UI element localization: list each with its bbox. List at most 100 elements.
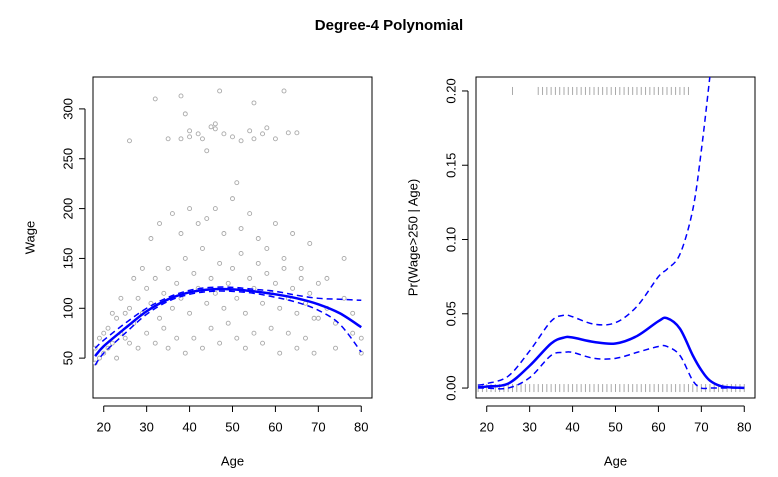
data-point bbox=[212, 126, 218, 132]
data-point bbox=[247, 211, 253, 217]
y-tick-label: 300 bbox=[60, 98, 75, 120]
data-point bbox=[315, 280, 321, 286]
data-point bbox=[165, 345, 171, 351]
data-point bbox=[247, 128, 253, 134]
data-point bbox=[260, 340, 265, 346]
data-point bbox=[109, 310, 115, 316]
data-point bbox=[212, 206, 218, 212]
data-point bbox=[144, 285, 150, 291]
data-point bbox=[251, 136, 257, 142]
fit-line bbox=[478, 316, 745, 390]
data-point bbox=[264, 270, 270, 276]
data-point bbox=[238, 226, 244, 231]
data-point bbox=[264, 246, 270, 251]
data-point bbox=[311, 315, 317, 321]
data-point bbox=[358, 335, 364, 341]
y-axis-label: Pr(Wage>250 | Age) bbox=[405, 179, 420, 296]
data-point bbox=[281, 255, 287, 261]
data-point bbox=[290, 231, 296, 236]
data-point bbox=[230, 265, 235, 271]
confidence-band bbox=[478, 344, 745, 390]
plot-frame bbox=[475, 76, 756, 399]
data-point bbox=[191, 335, 197, 341]
data-point bbox=[187, 128, 193, 134]
data-point bbox=[169, 305, 175, 311]
x-tick-label: 50 bbox=[608, 419, 622, 434]
data-point bbox=[217, 260, 223, 266]
data-point bbox=[161, 290, 167, 296]
plot-area bbox=[477, 77, 745, 393]
data-point bbox=[174, 280, 180, 286]
panel: 20 30 40 50 60 70 80 50 100 150 200 250 300 Age Wage bbox=[22, 76, 373, 468]
x-tick-label: 80 bbox=[354, 419, 368, 434]
data-point bbox=[225, 280, 231, 286]
data-point bbox=[285, 130, 291, 136]
data-point bbox=[221, 305, 227, 311]
x-tick-label: 30 bbox=[139, 419, 153, 434]
data-point bbox=[260, 131, 265, 137]
data-point bbox=[242, 310, 248, 316]
data-point bbox=[114, 355, 120, 361]
x-tick-label: 20 bbox=[96, 419, 110, 434]
x-tick-label: 70 bbox=[311, 419, 325, 434]
data-point bbox=[307, 241, 313, 246]
confidence-band bbox=[478, 77, 711, 386]
data-point bbox=[272, 221, 278, 226]
data-point bbox=[204, 148, 210, 154]
data-point bbox=[341, 295, 347, 301]
data-point bbox=[268, 325, 274, 331]
data-point bbox=[260, 300, 265, 306]
y-tick-label: 0.00 bbox=[443, 375, 458, 400]
x-tick-label: 80 bbox=[737, 419, 751, 434]
data-point bbox=[144, 330, 150, 336]
data-point bbox=[96, 355, 102, 361]
x-axis-label: Age bbox=[604, 453, 627, 468]
data-point bbox=[217, 88, 223, 94]
data-point bbox=[238, 138, 244, 144]
data-point bbox=[341, 255, 347, 261]
data-point bbox=[204, 300, 210, 306]
x-tick-label: 50 bbox=[225, 419, 239, 434]
data-point bbox=[221, 131, 227, 137]
data-point bbox=[212, 121, 218, 127]
y-axis-label: Wage bbox=[22, 221, 37, 254]
data-point bbox=[195, 131, 201, 137]
data-point bbox=[135, 295, 141, 301]
data-point bbox=[127, 305, 132, 311]
x-tick-label: 30 bbox=[522, 419, 536, 434]
confidence-band bbox=[94, 286, 362, 349]
data-point bbox=[109, 340, 115, 346]
data-point bbox=[127, 340, 132, 346]
data-point bbox=[187, 310, 193, 316]
data-point bbox=[255, 260, 261, 266]
y-tick-label: 250 bbox=[60, 148, 75, 170]
y-tick-label: 0.10 bbox=[443, 227, 458, 252]
data-point bbox=[277, 305, 283, 311]
x-tick-label: 20 bbox=[479, 419, 493, 434]
data-point bbox=[118, 295, 124, 301]
data-point bbox=[294, 345, 300, 351]
data-point bbox=[174, 335, 180, 341]
data-point bbox=[324, 275, 330, 281]
data-point bbox=[191, 270, 197, 276]
data-point bbox=[182, 350, 188, 356]
y-tick-label: 0.20 bbox=[443, 78, 458, 103]
data-point bbox=[187, 206, 193, 212]
fit-line bbox=[94, 287, 362, 357]
data-point bbox=[208, 275, 214, 281]
data-point bbox=[152, 340, 158, 346]
data-point bbox=[200, 345, 205, 351]
data-point bbox=[96, 335, 102, 341]
data-point bbox=[217, 340, 223, 346]
data-point bbox=[298, 275, 304, 281]
data-point bbox=[281, 88, 287, 94]
y-tick-label: 0.05 bbox=[443, 301, 458, 326]
data-point bbox=[208, 325, 214, 331]
data-point bbox=[165, 265, 171, 271]
data-point bbox=[277, 350, 283, 356]
data-point bbox=[114, 315, 120, 321]
data-point bbox=[221, 231, 227, 236]
data-point bbox=[165, 136, 171, 142]
y-tick-label: 100 bbox=[60, 297, 75, 319]
data-point bbox=[200, 136, 205, 142]
